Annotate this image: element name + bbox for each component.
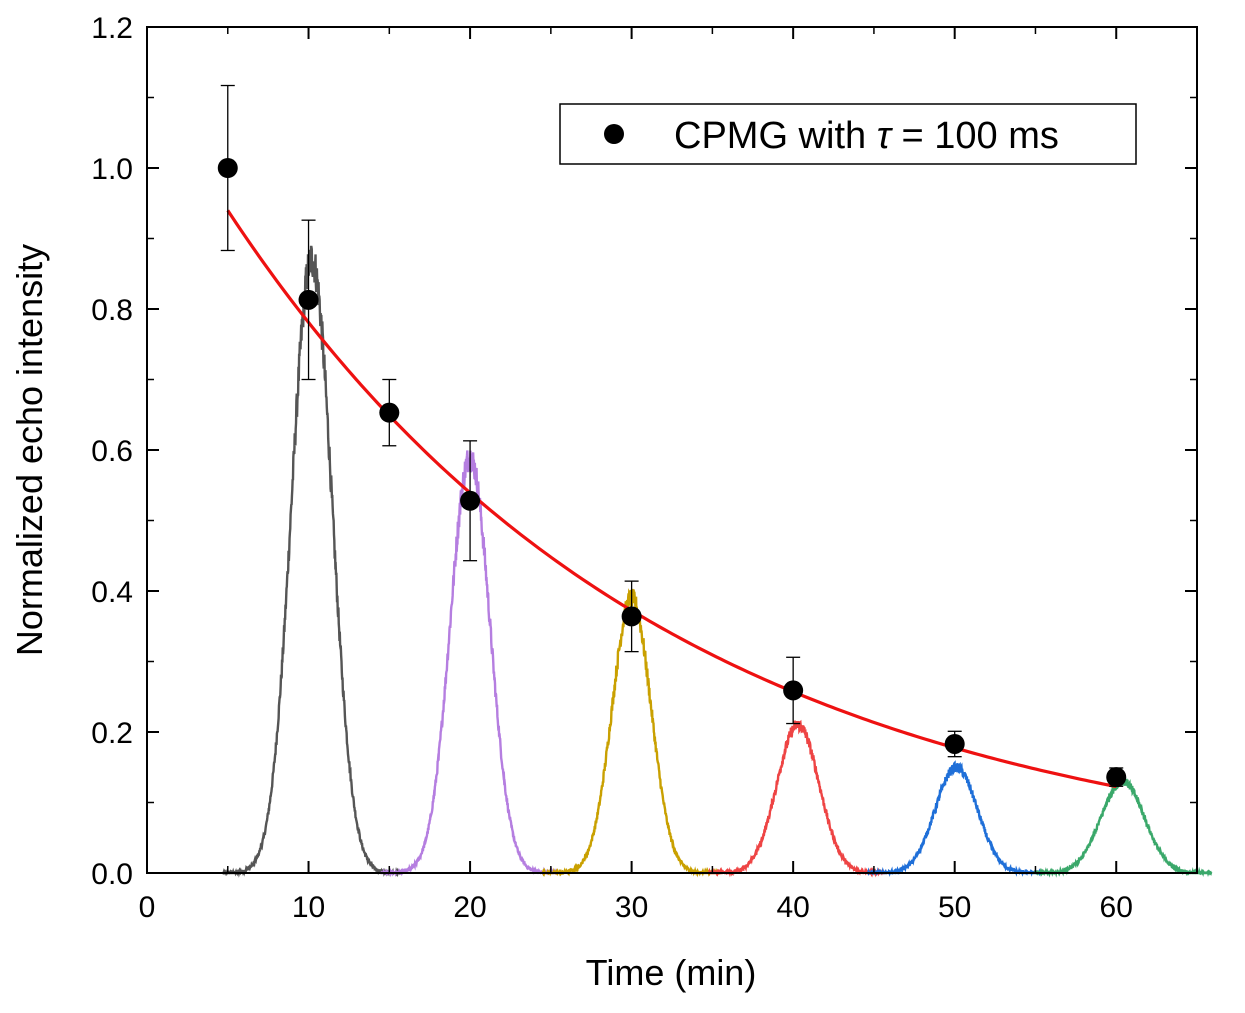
legend-label-prefix: CPMG with	[674, 115, 877, 157]
data-point	[217, 158, 238, 178]
data-point	[1106, 767, 1127, 788]
legend-marker	[604, 124, 624, 144]
y-tick-label: 0.0	[91, 858, 133, 891]
signal-peak-1	[221, 245, 402, 878]
legend-label-symbol: τ	[877, 115, 894, 157]
y-tick-label: 0.2	[91, 717, 133, 750]
signal-peak-6	[1032, 778, 1213, 878]
x-tick-label: 20	[453, 891, 486, 924]
x-tick-label: 0	[139, 891, 156, 924]
legend-box	[559, 103, 1137, 165]
signal-peak-5	[866, 760, 1046, 877]
data-point	[460, 490, 481, 511]
data-point	[783, 680, 804, 701]
signal-peaks	[221, 245, 1213, 878]
y-tick-label: 0.6	[91, 435, 133, 468]
data-point	[379, 402, 400, 423]
x-tick-label: 40	[776, 891, 809, 924]
y-tick-label: 0.4	[91, 576, 133, 609]
legend: CPMG with τ = 100 ms	[559, 103, 1137, 165]
x-tick-label: 60	[1100, 891, 1133, 924]
data-point	[298, 289, 319, 310]
y-tick-label: 1.2	[91, 12, 133, 45]
signal-peak-4	[708, 719, 887, 878]
y-tick-label: 1.0	[91, 153, 133, 186]
y-tick-label: 0.8	[91, 294, 133, 327]
data-point	[944, 733, 965, 754]
x-tick-label: 10	[292, 891, 325, 924]
y-axis-title: Normalized echo intensity	[9, 244, 50, 656]
fit-curve-group	[226, 209, 1117, 789]
data-points	[217, 84, 1127, 788]
x-tick-label: 50	[938, 891, 971, 924]
x-tick-label: 30	[615, 891, 648, 924]
legend-label: CPMG with τ = 100 ms	[674, 115, 1059, 157]
data-point	[621, 606, 642, 627]
legend-label-suffix: = 100 ms	[891, 115, 1059, 157]
axis-ticks: 0 10 20 30 40 50 60 0.0 0.2 0.4 0.6 0.8 1.0 1.2	[91, 12, 1198, 924]
x-axis-title: Time (min)	[586, 952, 757, 993]
fit-curve	[226, 209, 1117, 789]
